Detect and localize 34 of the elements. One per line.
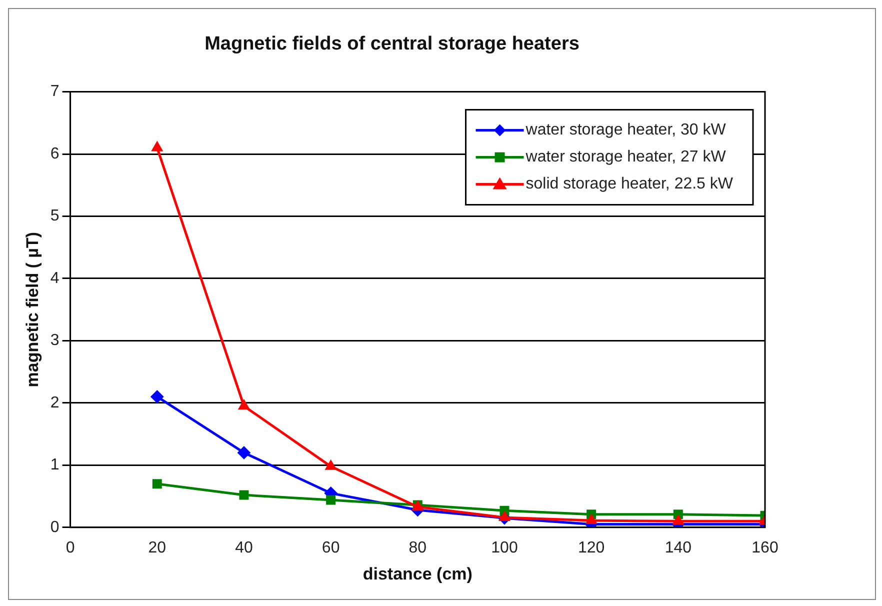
y-tick-label: 1 (50, 456, 60, 474)
x-tick-label: 140 (664, 539, 692, 556)
y-tick-label: 3 (50, 332, 60, 350)
point (151, 141, 163, 152)
x-axis-title: distance (cm) (362, 564, 472, 584)
x-tick-label: 100 (491, 539, 518, 556)
point (239, 490, 249, 500)
point (586, 514, 598, 524)
point (237, 446, 250, 460)
x-tick-label: 120 (578, 539, 605, 556)
x-tick-label: 160 (752, 539, 778, 556)
y-tick-label: 0 (50, 518, 60, 536)
y-tick-label: 2 (50, 394, 60, 412)
legend-label: water storage heater, 30 kW (524, 122, 727, 139)
y-tick-label: 7 (50, 83, 60, 100)
y-tick-label: 4 (50, 270, 60, 287)
point (498, 510, 510, 521)
point (150, 390, 164, 404)
point (152, 479, 162, 489)
x-tick-label: 40 (235, 539, 253, 556)
point (238, 400, 250, 410)
x-tick-label: 0 (66, 539, 75, 556)
x-tick-label: 80 (408, 539, 427, 556)
x-tick-label: 20 (148, 539, 166, 556)
x-tick-label: 60 (322, 539, 340, 556)
point (672, 514, 684, 525)
point (325, 460, 337, 470)
y-tick-label: 5 (50, 208, 60, 225)
chart-title: Magnetic fields of central storage heaters (204, 34, 580, 55)
point (326, 495, 336, 505)
y-axis-title: magnetic field ( µT) (22, 232, 42, 388)
legend-label: water storage heater, 27 kW (524, 148, 727, 166)
legend-label: solid storage heater, 22.5 kW (526, 176, 734, 193)
y-tick-label: 6 (50, 145, 60, 162)
